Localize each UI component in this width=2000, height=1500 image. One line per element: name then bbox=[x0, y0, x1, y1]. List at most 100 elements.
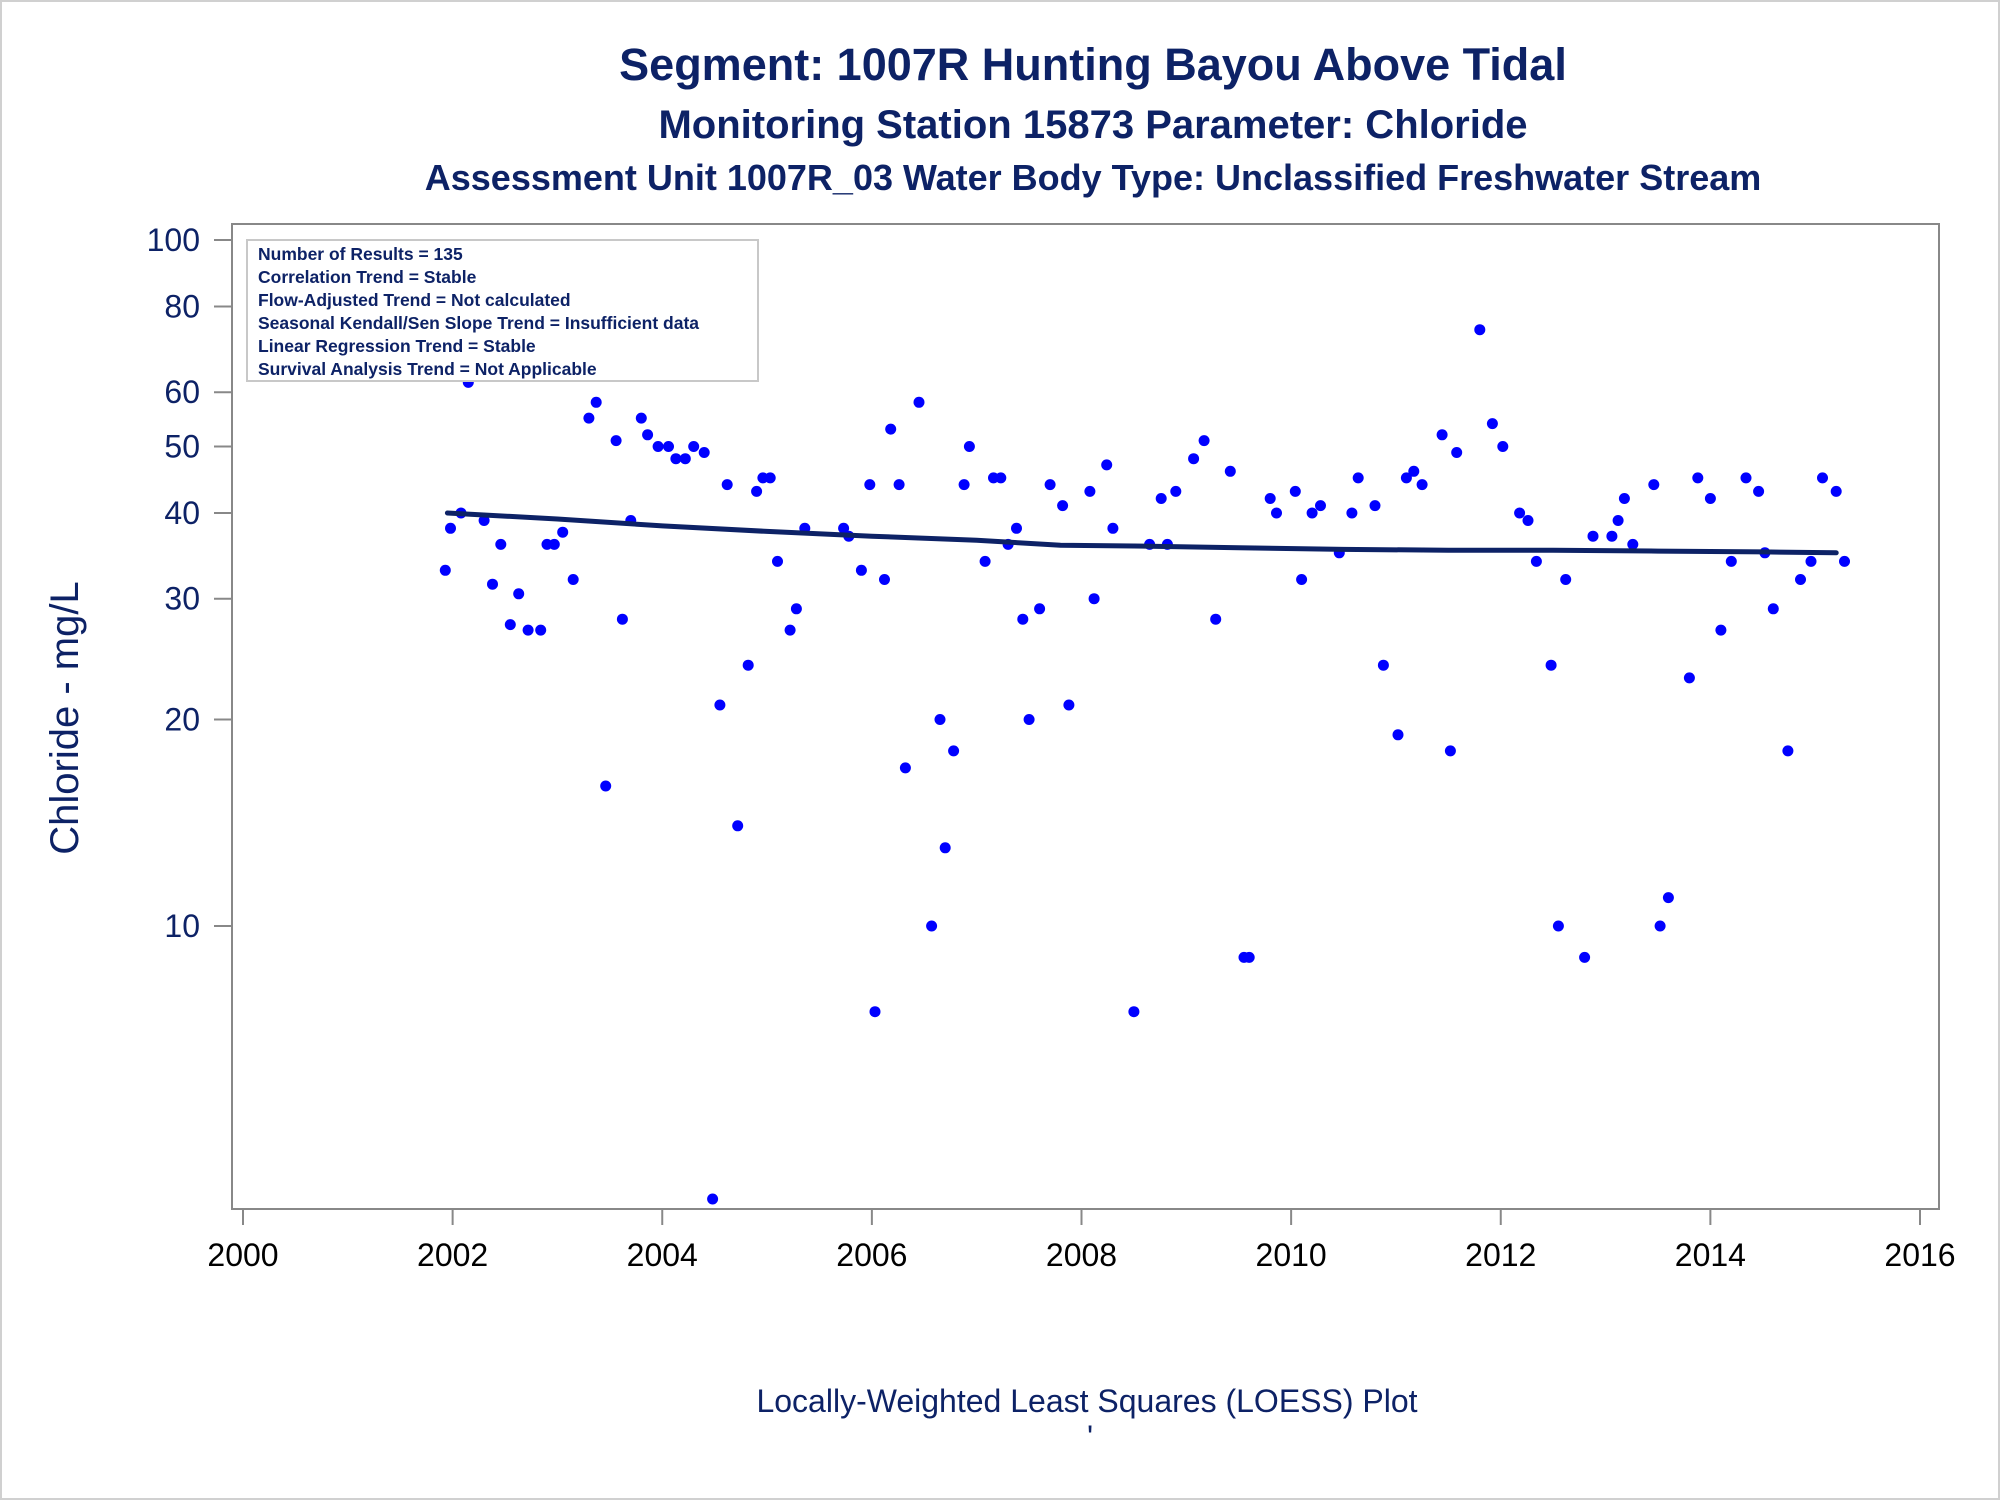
y-tick-label: 10 bbox=[164, 908, 200, 944]
data-point bbox=[1486, 418, 1498, 430]
data-point bbox=[1552, 920, 1564, 932]
data-point bbox=[548, 538, 560, 550]
data-point bbox=[1011, 522, 1022, 534]
data-point bbox=[879, 574, 890, 585]
data-point bbox=[1101, 459, 1113, 471]
data-point bbox=[1107, 522, 1119, 534]
data-point bbox=[1704, 493, 1716, 504]
data-point bbox=[1416, 479, 1428, 491]
data-point bbox=[1392, 729, 1404, 741]
data-point bbox=[1839, 555, 1850, 567]
data-point bbox=[1522, 515, 1534, 526]
data-point bbox=[1289, 485, 1301, 497]
data-point bbox=[535, 624, 547, 636]
data-point bbox=[869, 1006, 881, 1018]
data-point bbox=[1662, 892, 1674, 904]
data-point bbox=[1451, 447, 1463, 458]
data-point bbox=[1715, 624, 1727, 636]
data-point bbox=[616, 613, 628, 625]
data-point bbox=[688, 441, 700, 452]
x-tick-label: 2002 bbox=[417, 1237, 488, 1273]
data-point bbox=[1023, 714, 1035, 725]
data-point bbox=[1170, 485, 1182, 497]
data-point bbox=[1692, 472, 1704, 484]
data-point bbox=[1057, 500, 1069, 512]
data-point bbox=[513, 588, 525, 600]
data-point bbox=[1725, 555, 1737, 567]
data-point bbox=[995, 472, 1007, 484]
data-point bbox=[707, 1193, 719, 1205]
data-point bbox=[979, 555, 991, 567]
data-point bbox=[1618, 493, 1630, 504]
data-point bbox=[772, 555, 783, 567]
data-point bbox=[1264, 493, 1276, 504]
data-point bbox=[948, 745, 960, 757]
data-point bbox=[1063, 699, 1075, 711]
data-point bbox=[893, 479, 905, 491]
y-axis: 10 20 30 40 50 60 80 100 bbox=[147, 222, 232, 944]
data-point bbox=[1352, 472, 1364, 484]
data-point bbox=[958, 479, 970, 491]
data-point bbox=[1782, 745, 1794, 757]
data-point bbox=[1369, 500, 1381, 512]
data-point bbox=[1155, 493, 1167, 504]
y-axis-label: Chloride - mg/L bbox=[43, 581, 87, 854]
data-point bbox=[652, 441, 664, 452]
data-point bbox=[939, 842, 951, 854]
data-point bbox=[487, 578, 498, 590]
data-point bbox=[670, 453, 682, 465]
data-point bbox=[790, 603, 802, 615]
data-point bbox=[1648, 479, 1660, 491]
x-tick-label: 2014 bbox=[1675, 1237, 1746, 1273]
data-point bbox=[439, 564, 451, 576]
data-point bbox=[1444, 745, 1456, 757]
footnote: Locally-Weighted Least Squares (LOESS) P… bbox=[756, 1383, 1417, 1419]
data-point bbox=[1198, 435, 1210, 447]
y-tick-label: 30 bbox=[164, 581, 200, 617]
data-point bbox=[1560, 574, 1572, 585]
data-point bbox=[1830, 485, 1842, 497]
y-tick-label: 50 bbox=[164, 429, 200, 465]
data-point bbox=[663, 441, 674, 452]
info-line-linear-regression: Linear Regression Trend = Stable bbox=[258, 336, 536, 356]
data-point bbox=[1017, 613, 1029, 625]
data-point bbox=[913, 396, 925, 408]
data-point bbox=[583, 412, 595, 424]
data-point bbox=[784, 624, 796, 636]
data-point bbox=[1795, 574, 1806, 585]
data-point bbox=[1530, 555, 1542, 567]
data-point bbox=[635, 412, 647, 424]
data-point bbox=[1753, 485, 1765, 497]
plot-area bbox=[231, 223, 1940, 1210]
data-point bbox=[732, 820, 744, 832]
footnote-mark: ' bbox=[1087, 1419, 1093, 1455]
data-point bbox=[698, 447, 710, 458]
data-point bbox=[1306, 507, 1318, 519]
data-point bbox=[1315, 500, 1326, 512]
data-point bbox=[1400, 472, 1412, 484]
data-point bbox=[1243, 951, 1255, 963]
data-point bbox=[864, 479, 876, 491]
info-line-seasonal-kendall: Seasonal Kendall/Sen Slope Trend = Insuf… bbox=[258, 313, 699, 333]
data-point bbox=[1767, 603, 1779, 615]
info-box: Number of Results = 135 Correlation Tren… bbox=[246, 239, 759, 382]
x-tick-label: 2010 bbox=[1256, 1237, 1327, 1273]
data-point bbox=[1474, 324, 1486, 336]
data-point bbox=[567, 574, 579, 585]
data-point bbox=[1683, 672, 1695, 684]
data-point bbox=[478, 515, 490, 526]
data-point bbox=[1587, 530, 1599, 542]
data-point bbox=[764, 472, 776, 484]
data-point bbox=[885, 423, 897, 435]
data-point bbox=[1612, 515, 1624, 526]
data-point bbox=[642, 429, 654, 441]
data-point bbox=[679, 453, 691, 465]
y-tick-label: 80 bbox=[164, 288, 200, 324]
data-point bbox=[1034, 603, 1046, 615]
data-point bbox=[963, 441, 975, 452]
data-point bbox=[1210, 613, 1222, 625]
y-tick-label: 100 bbox=[147, 222, 200, 258]
data-point bbox=[590, 396, 602, 408]
data-point bbox=[1128, 1006, 1140, 1018]
